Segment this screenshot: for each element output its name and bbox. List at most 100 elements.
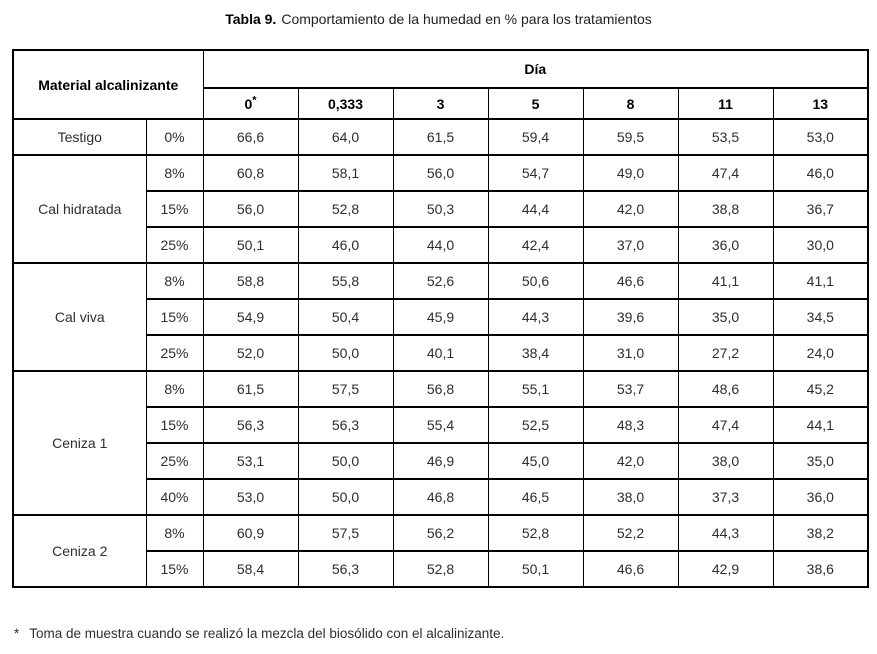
value-cell: 66,6: [202, 118, 299, 156]
column-header-day: 11: [677, 87, 774, 120]
value-cell: 38,6: [772, 550, 869, 588]
table-row: 15% 56,3 56,3 55,4 52,5 48,3 47,4 44,1: [13, 406, 869, 444]
table-row: Ceniza 1 8% 61,5 57,5 56,8 55,1 53,7 48,6 45,2: [12, 370, 869, 516]
value-cell: 38,8: [677, 190, 774, 228]
value-cell: 56,3: [297, 406, 394, 444]
value-cell: 50,0: [297, 442, 394, 480]
value-cell: 64,0: [297, 118, 394, 156]
dose-cell: 25%: [145, 226, 204, 264]
dose-cell: 15%: [145, 406, 204, 444]
value-cell: 52,8: [392, 550, 489, 588]
value-cell: 38,2: [772, 514, 869, 552]
value-cell: 44,3: [677, 514, 774, 552]
dose-cell: 25%: [145, 334, 204, 372]
value-cell: 42,0: [582, 442, 679, 480]
value-cell: 50,1: [202, 226, 299, 264]
dose-cell: 8%: [145, 514, 204, 552]
column-header-day: 13: [772, 87, 869, 120]
value-cell: 52,5: [487, 406, 584, 444]
value-cell: 41,1: [772, 262, 869, 300]
value-cell: 44,0: [392, 226, 489, 264]
value-cell: 50,0: [297, 334, 394, 372]
value-cell: 52,6: [392, 262, 489, 300]
value-cell: 53,1: [202, 442, 299, 480]
value-cell: 39,6: [582, 298, 679, 336]
table-row: 25% 52,0 50,0 40,1 38,4 31,0 27,2 24,0: [13, 334, 869, 372]
value-cell: 37,0: [582, 226, 679, 264]
table-row: Cal hidratada 8% 60,8 58,1 56,0 54,7 49,0 47,4 4…: [12, 154, 869, 264]
material-cell: Ceniza 2: [12, 514, 147, 588]
value-cell: 53,5: [677, 118, 774, 156]
value-cell: 38,4: [487, 334, 584, 372]
table-row: 15% 56,0 52,8 50,3 44,4 42,0 38,8 36,7: [13, 190, 869, 228]
value-cell: 46,6: [582, 262, 679, 300]
table-row: Testigo 0% 66,6 64,0 61,5 59,4 59,5 53,5 53,0: [12, 118, 869, 156]
column-header-day: 8: [582, 87, 679, 120]
table-header: Material alcalinizante Día 0* 0,333 3 5 8 11 1…: [12, 49, 869, 120]
table-row: 25% 50,1 46,0 44,0 42,4 37,0 36,0 30,0: [13, 226, 869, 264]
column-header-day: 0,333: [297, 87, 394, 120]
value-cell: 44,1: [772, 406, 869, 444]
value-cell: 50,0: [297, 478, 394, 516]
value-cell: 45,0: [487, 442, 584, 480]
value-cell: 56,8: [392, 370, 489, 408]
value-cell: 48,6: [677, 370, 774, 408]
dose-cell: 15%: [145, 190, 204, 228]
value-cell: 58,8: [202, 262, 299, 300]
value-cell: 55,4: [392, 406, 489, 444]
value-cell: 44,3: [487, 298, 584, 336]
material-cell: Testigo: [12, 118, 147, 156]
table-row: Cal viva 8% 58,8 55,8 52,6 50,6 46,6 41,1 41,1: [12, 262, 869, 372]
value-cell: 47,4: [677, 406, 774, 444]
value-cell: 57,5: [297, 370, 394, 408]
value-cell: 54,7: [487, 154, 584, 192]
value-cell: 56,2: [392, 514, 489, 552]
table-caption: Tabla 9. Comportamiento de la humedad en …: [0, 11, 877, 27]
value-cell: 52,2: [582, 514, 679, 552]
value-cell: 30,0: [772, 226, 869, 264]
value-cell: 56,0: [202, 190, 299, 228]
value-cell: 61,5: [202, 370, 299, 408]
dose-cell: 40%: [145, 478, 204, 516]
value-cell: 40,1: [392, 334, 489, 372]
value-cell: 46,0: [772, 154, 869, 192]
value-cell: 36,7: [772, 190, 869, 228]
dose-cell: 15%: [145, 550, 204, 588]
table-caption-label: Tabla 9.: [225, 11, 277, 27]
material-cell: Cal hidratada: [12, 154, 147, 264]
footnote: * Toma de muestra cuando se realizó la me…: [14, 626, 504, 641]
value-cell: 42,9: [677, 550, 774, 588]
value-cell: 53,0: [202, 478, 299, 516]
column-header-material: Material alcalinizante: [12, 49, 204, 120]
value-cell: 60,8: [202, 154, 299, 192]
value-cell: 36,0: [677, 226, 774, 264]
value-cell: 55,8: [297, 262, 394, 300]
value-cell: 54,9: [202, 298, 299, 336]
table-row: Ceniza 2 8% 60,9 57,5 56,2 52,8 52,2 44,3 38,2: [12, 514, 869, 588]
value-cell: 50,1: [487, 550, 584, 588]
table-row: 25% 53,1 50,0 46,9 45,0 42,0 38,0 35,0: [13, 442, 869, 480]
value-cell: 36,0: [772, 478, 869, 516]
dose-cell: 8%: [145, 370, 204, 408]
value-cell: 46,9: [392, 442, 489, 480]
value-cell: 52,8: [297, 190, 394, 228]
value-cell: 61,5: [392, 118, 489, 156]
table-row: 15% 54,9 50,4 45,9 44,3 39,6 35,0 34,5: [13, 298, 869, 336]
day-zero-asterisk: *: [252, 93, 257, 106]
footnote-text: Toma de muestra cuando se realizó la mez…: [29, 626, 505, 641]
value-cell: 50,6: [487, 262, 584, 300]
value-cell: 46,8: [392, 478, 489, 516]
table-body: Testigo 0% 66,6 64,0 61,5 59,4 59,5 53,5 53,0 Cal…: [12, 118, 869, 588]
value-cell: 58,1: [297, 154, 394, 192]
dose-cell: 15%: [145, 298, 204, 336]
value-cell: 38,0: [582, 478, 679, 516]
dose-cell: 25%: [145, 442, 204, 480]
value-cell: 35,0: [772, 442, 869, 480]
dose-cell: 0%: [145, 118, 204, 156]
table-row: 40% 53,0 50,0 46,8 46,5 38,0 37,3 36,0: [13, 478, 869, 516]
table-row: 15% 58,4 56,3 52,8 50,1 46,6 42,9 38,6: [13, 550, 869, 588]
value-cell: 45,2: [772, 370, 869, 408]
value-cell: 42,4: [487, 226, 584, 264]
value-cell: 56,0: [392, 154, 489, 192]
value-cell: 44,4: [487, 190, 584, 228]
